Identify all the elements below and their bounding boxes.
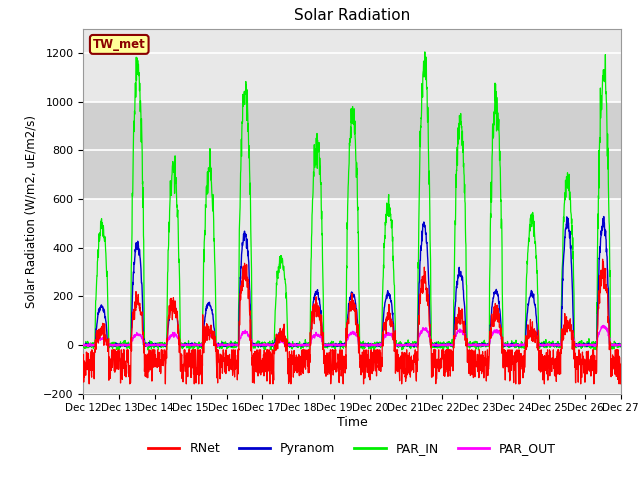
RNet (584, 367, 592, 373)
Pyranom (368, 343, 376, 348)
Text: TW_met: TW_met (93, 38, 146, 51)
Pyranom (508, 341, 516, 347)
Line: PAR_OUT: PAR_OUT (83, 325, 621, 347)
Pyranom (570, 336, 577, 341)
PAR_OUT (79, 342, 87, 348)
Pyranom (617, 342, 625, 348)
PAR_OUT (414, 344, 422, 350)
RNet (599, 256, 607, 262)
PAR_IN (509, 341, 516, 347)
PAR_OUT (585, 342, 593, 348)
PAR_IN (380, 274, 387, 279)
RNet (79, 364, 87, 370)
RNet (508, 357, 516, 363)
PAR_OUT (508, 342, 516, 348)
PAR_OUT (367, 341, 375, 347)
PAR_IN (421, 49, 429, 55)
PAR_IN (115, 347, 123, 353)
PAR_OUT (379, 336, 387, 341)
Pyranom (380, 318, 387, 324)
Pyranom (79, 342, 87, 348)
PAR_IN (570, 283, 577, 288)
PAR_IN (79, 345, 87, 350)
Line: RNet: RNet (83, 259, 621, 384)
RNet (85, 381, 93, 387)
Title: Solar Radiation: Solar Radiation (294, 9, 410, 24)
Pyranom (84, 343, 92, 349)
PAR_OUT (229, 342, 237, 348)
Legend: RNet, Pyranom, PAR_IN, PAR_OUT: RNet, Pyranom, PAR_IN, PAR_OUT (143, 437, 561, 460)
PAR_OUT (570, 336, 577, 341)
Line: Pyranom: Pyranom (83, 216, 621, 346)
Y-axis label: Solar Radiation (W/m2, uE/m2/s): Solar Radiation (W/m2, uE/m2/s) (24, 115, 37, 308)
RNet (380, 343, 387, 349)
Pyranom (600, 214, 607, 219)
PAR_IN (585, 344, 593, 349)
PAR_OUT (617, 343, 625, 348)
PAR_IN (368, 342, 376, 348)
RNet (570, 348, 577, 353)
PAR_IN (617, 341, 625, 347)
RNet (230, 347, 237, 353)
RNet (368, 358, 376, 363)
Bar (83, 102, 621, 199)
Pyranom (584, 340, 592, 346)
Pyranom (230, 342, 237, 348)
Line: PAR_IN: PAR_IN (83, 52, 621, 350)
PAR_OUT (565, 323, 573, 328)
PAR_IN (230, 343, 237, 349)
RNet (617, 366, 625, 372)
X-axis label: Time: Time (337, 416, 367, 429)
